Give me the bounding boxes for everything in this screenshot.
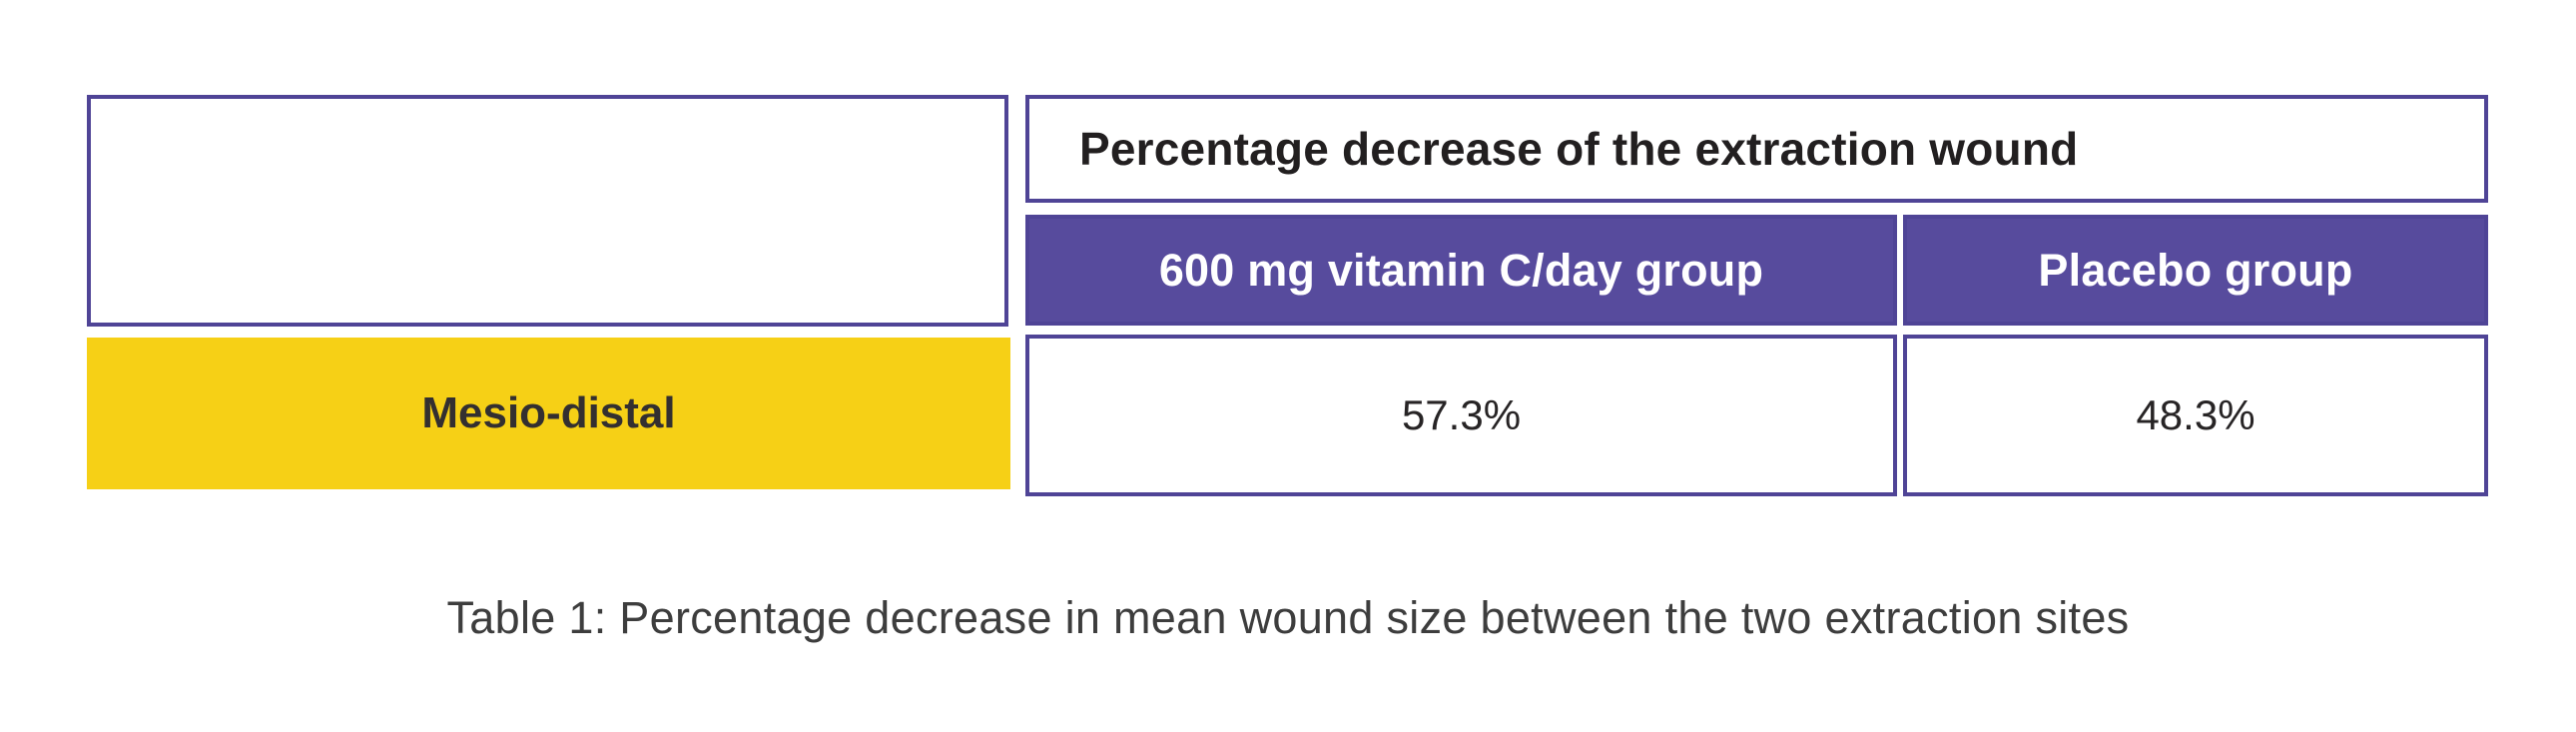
column-header-vitamin-c-group: 600 mg vitamin C/day group xyxy=(1025,215,1897,326)
value-cell-placebo: 48.3% xyxy=(1903,335,2488,496)
column-header-vitamin-c-label: 600 mg vitamin C/day group xyxy=(1158,244,1764,296)
column-header-placebo-group: Placebo group xyxy=(1903,215,2488,326)
value-cell-vitamin-c: 57.3% xyxy=(1025,335,1897,496)
table-caption: Table 1: Percentage decrease in mean wou… xyxy=(446,592,2130,643)
table-spanning-header-cell: Percentage decrease of the extraction wo… xyxy=(1025,95,2488,203)
table-spanning-header-label: Percentage decrease of the extraction wo… xyxy=(1079,123,2079,175)
row-label-mesio-distal-text: Mesio-distal xyxy=(421,388,676,437)
value-placebo-text: 48.3% xyxy=(2136,391,2255,438)
corner-empty-cell xyxy=(87,95,1008,327)
row-label-mesio-distal: Mesio-distal xyxy=(87,338,1010,489)
value-vitamin-c-text: 57.3% xyxy=(1401,391,1522,438)
column-header-placebo-label: Placebo group xyxy=(2038,244,2353,296)
